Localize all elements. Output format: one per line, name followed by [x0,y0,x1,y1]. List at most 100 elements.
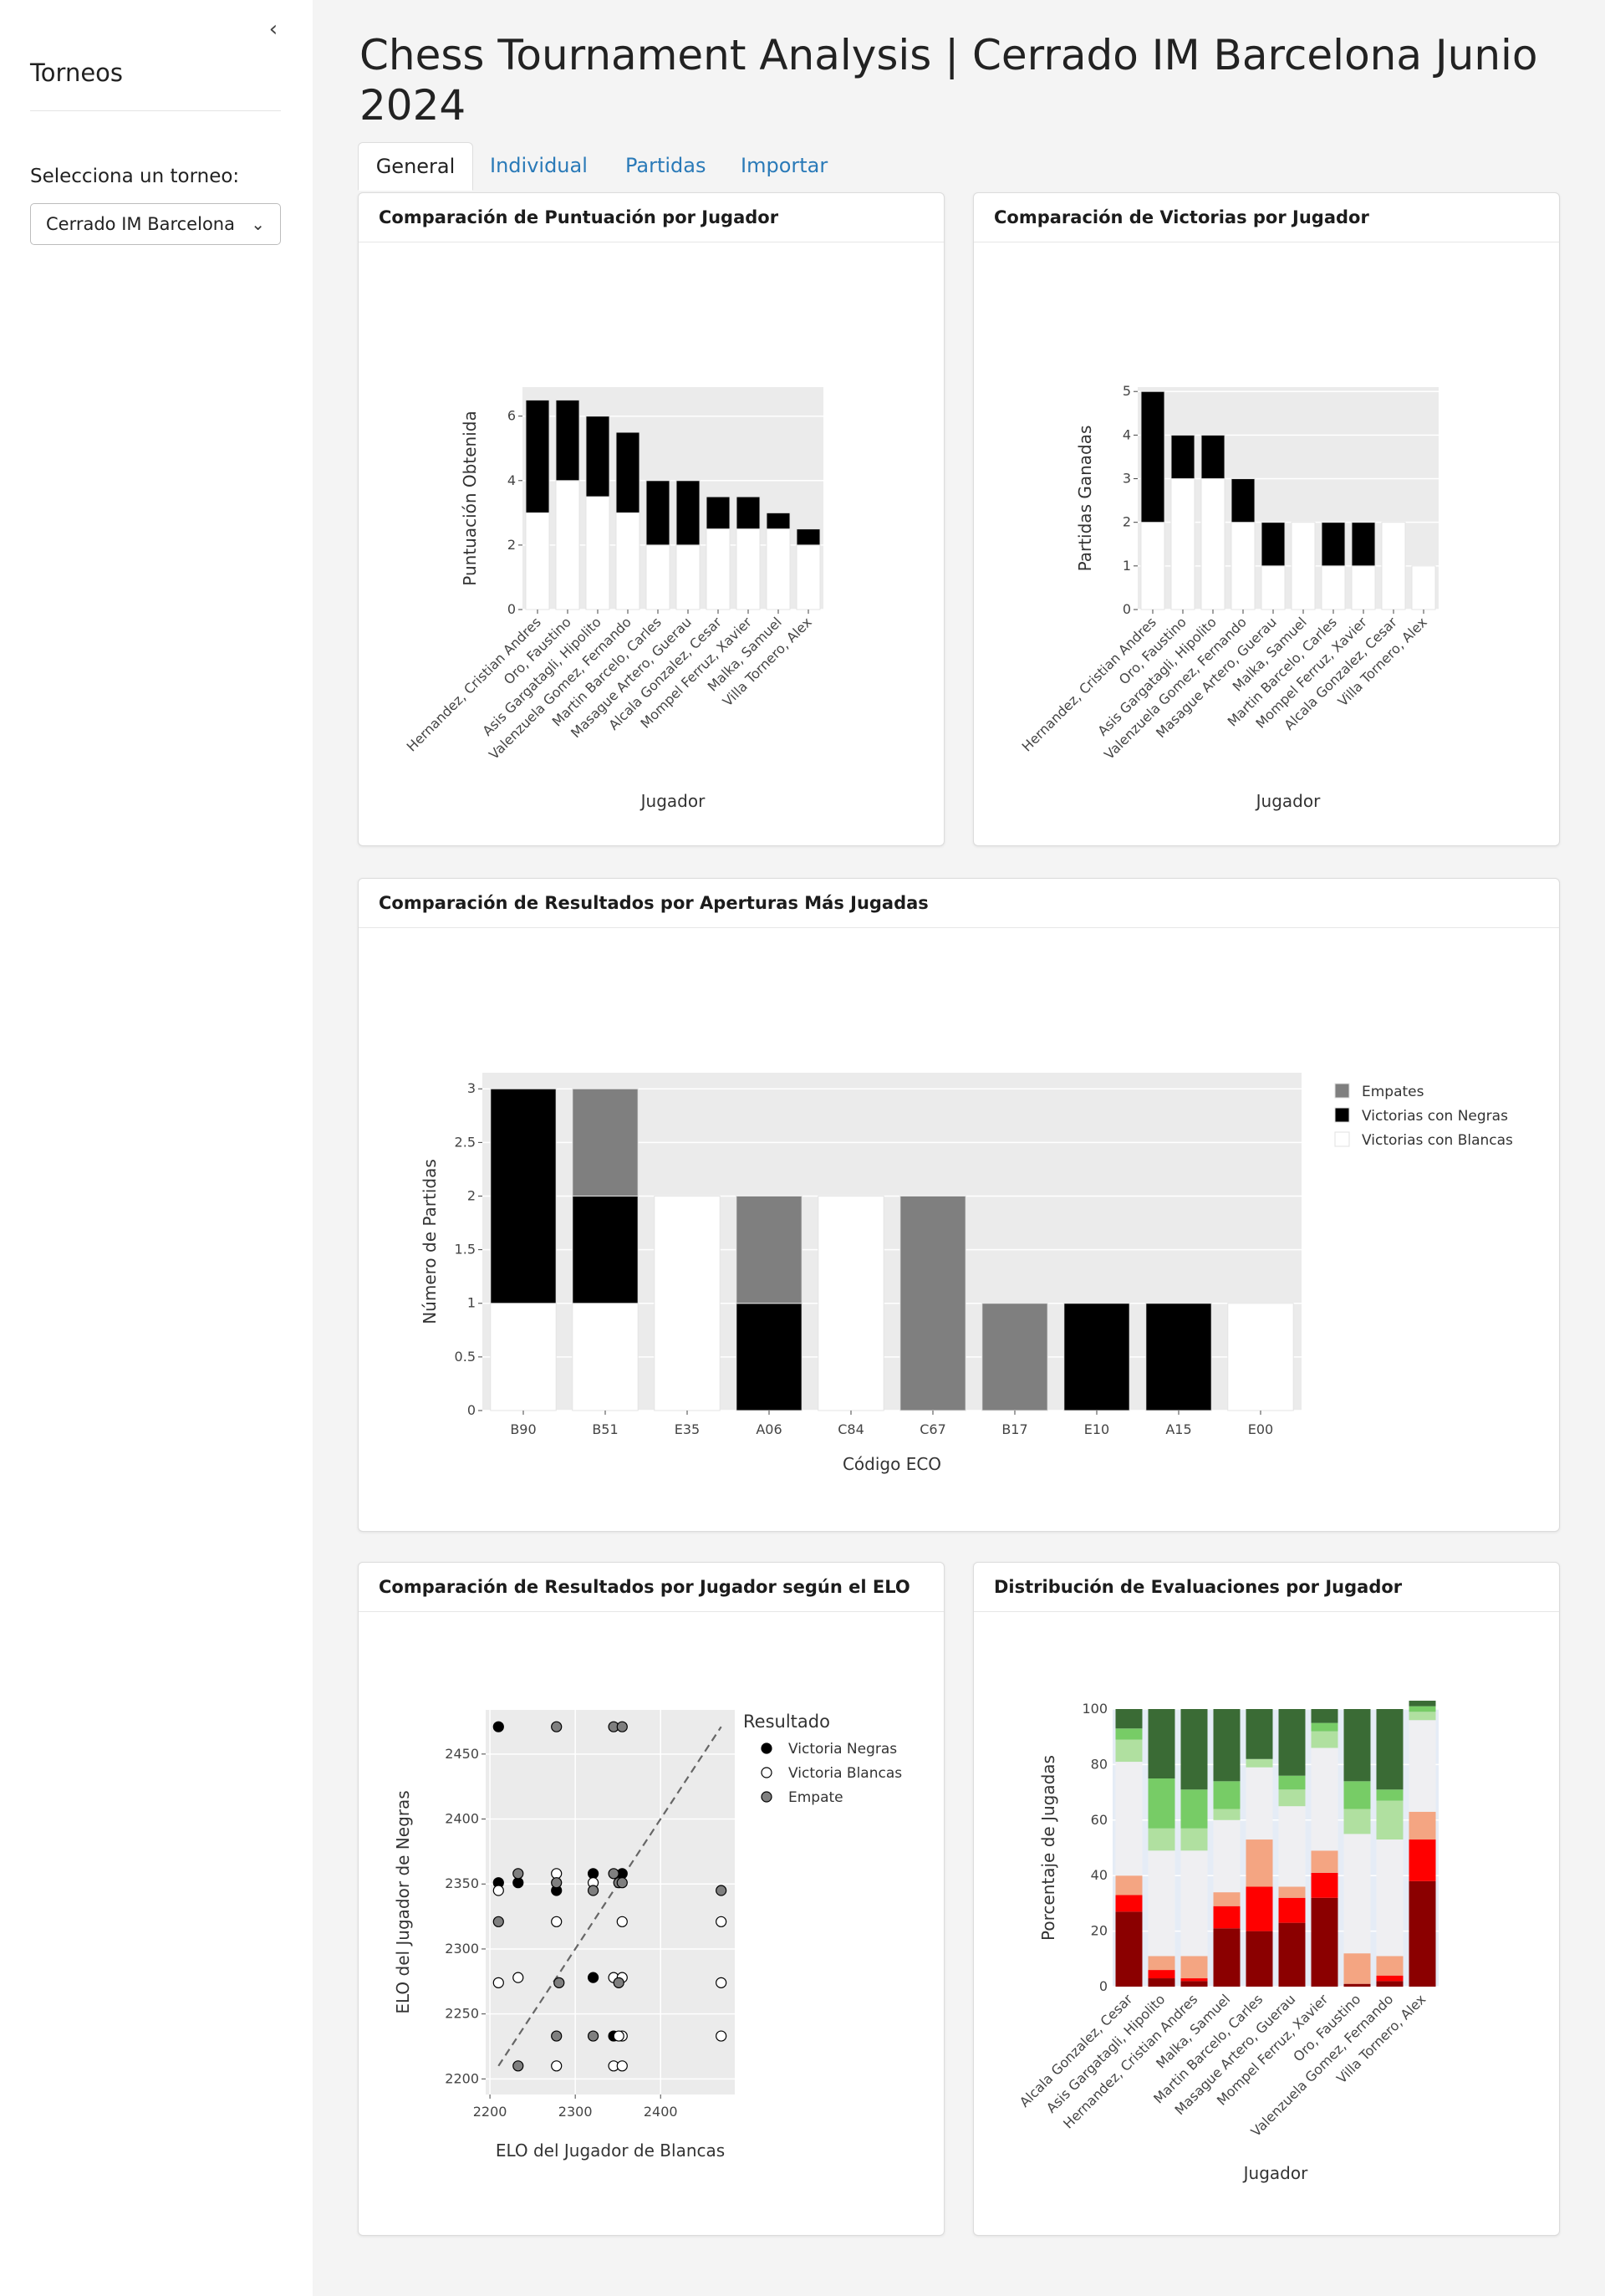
evals-chart-title: Distribución de Evaluaciones por Jugador [974,1563,1559,1612]
bar-segment-malka-samuel-series-1 [766,528,791,610]
legend-swatch-victorias-con-negras [1334,1107,1350,1123]
bar-segment-mompel-ferruz-xavier-series-6 [1311,1722,1338,1732]
y-axis-label: Puntuación Obtenida [460,411,480,585]
point-empate [551,1877,563,1889]
bar-segment-masague-artero-guerau-series-4 [1278,1806,1306,1887]
bar-segment-alcala-gonzalez-cesar-series-2 [1115,1895,1143,1912]
bar-segment-b90-victorias-con-negras [490,1088,557,1304]
bar-segment-masague-artero-guerau-series-5 [1278,1789,1306,1807]
chevron-down-icon: ⌄ [251,214,265,234]
point-victoria-blancas [551,2060,563,2072]
bar-segment-asis-gargatagli-hipolito-series-7 [1148,1709,1175,1778]
x-tick-label: C84 [838,1421,864,1437]
x-tick-label: A06 [756,1421,782,1437]
tournament-select-label: Selecciona un torneo: [30,166,240,187]
bar-segment-hernandez-cristian-andres-series-2 [525,399,550,513]
point-victoria-blancas [616,2060,628,2072]
openings-chart-title: Comparación de Resultados por Aperturas … [359,879,1559,928]
point-victoria-blancas [492,1885,504,1896]
y-tick-label: 2 [467,1187,476,1203]
tournament-select-value: Cerrado IM Barcelona [46,214,235,234]
legend-label-empate: Empate [788,1789,843,1806]
bar-segment-valenzuela-gomez-fernando-series-5 [1376,1800,1404,1840]
legend-label-victorias-con-blancas: Victorias con Blancas [1362,1132,1513,1149]
y-tick-label: 0 [507,601,516,617]
bar-segment-hernandez-cristian-andres-series-4 [1180,1850,1208,1957]
point-empate [716,1885,727,1896]
y-tick-label: 40 [1091,1867,1108,1883]
tab-importar[interactable]: Importar [741,154,828,177]
bar-segment-martin-barcelo-carles-series-7 [1246,1709,1273,1759]
y-tick-label: 2200 [445,2070,479,2086]
x-axis-label: Jugador [639,791,706,811]
bar-segment-malka-samuel-series-2 [1213,1906,1241,1929]
bar-segment-malka-samuel-series-3 [1213,1892,1241,1906]
evals-chart-card: Distribución de Evaluaciones por Jugador… [973,1562,1560,2236]
bar-segment-mompel-ferruz-xavier-series-3 [1311,1850,1338,1873]
bar-segment-martin-barcelo-carles-series-3 [1246,1839,1273,1887]
bar-segment-masague-artero-guerau-series-1 [1261,565,1286,610]
tab-general[interactable]: General [358,142,473,191]
bar-segment-oro-faustino-series-3 [1343,1953,1371,1984]
collapse-sidebar-button[interactable]: ‹ [261,15,286,43]
bar-segment-alcala-gonzalez-cesar-series-5 [1115,1739,1143,1763]
bar-segment-valenzuela-gomez-fernando-series-7 [1376,1709,1404,1790]
y-tick-label: 20 [1091,1923,1108,1939]
wins-chart-title: Comparación de Victorias por Jugador [974,193,1559,242]
x-tick-label: E10 [1084,1421,1109,1437]
elo-chart-card: Comparación de Resultados por Jugador se… [358,1562,945,2236]
bar-segment-oro-faustino-series-4 [1343,1834,1371,1954]
sidebar: ‹ Torneos Selecciona un torneo: Cerrado … [0,0,313,2296]
bar-segment-asis-gargatagli-hipolito-series-2 [1200,434,1225,480]
bar-segment-asis-gargatagli-hipolito-series-1 [585,496,610,610]
bar-segment-b90-victorias-con-blancas [490,1303,557,1411]
point-empate [616,1877,628,1889]
bar-segment-masague-artero-guerau-series-6 [1278,1775,1306,1790]
bar-segment-martin-barcelo-carles-series-1 [1321,565,1346,610]
tab-partidas[interactable]: Partidas [625,154,706,177]
y-axis-label: Porcentaje de Jugadas [1038,1755,1058,1941]
openings-chart: 0 0.5 1 1.5 2 2.5 3 B90 B51 E35 A06 C84 C67 B17 E10 A15… [420,1073,1513,1474]
bar-segment-oro-faustino-series-1 [1343,1983,1371,1987]
bar-segment-mompel-ferruz-xavier-series-2 [736,496,761,530]
bar-segment-b51-victorias-con-negras [572,1195,639,1304]
x-axis-label: Jugador [1242,2163,1308,2183]
y-tick-label: 2350 [445,1875,479,1891]
bar-segment-martin-barcelo-carles-series-2 [1246,1886,1273,1931]
elo-chart: 2200 2250 2300 2350 2400 2450 2200 2300 2400 ELO … [393,1710,902,2161]
x-tick-label: 2400 [644,2104,678,2120]
bar-segment-mompel-ferruz-xavier-series-2 [1311,1872,1338,1898]
point-victoria-blancas [616,1916,628,1927]
bar-segment-valenzuela-gomez-fernando-series-2 [615,431,640,513]
bar-segment-hernandez-cristian-andres-series-2 [1180,1978,1208,1982]
point-victoria-negras [512,1877,524,1889]
x-tick-label: 2300 [558,2104,593,2120]
reference-line [497,1726,722,2067]
x-tick-label: B90 [510,1421,536,1437]
y-tick-label: 3 [467,1080,476,1096]
bar-segment-mompel-ferruz-xavier-series-1 [1351,565,1376,610]
bar-segment-alcala-gonzalez-cesar-series-2 [706,496,731,530]
bar-segment-mompel-ferruz-xavier-series-7 [1311,1709,1338,1723]
bar-segment-malka-samuel-series-2 [766,512,791,530]
tournament-select[interactable]: Cerrado IM Barcelona ⌄ [30,203,281,245]
bar-segment-villa-tornero-alex-series-1 [1409,1880,1436,1987]
point-empate [492,1916,504,1927]
x-tick-label: Asis Gargatagli, Hipolito [1094,614,1219,738]
bar-segment-masague-artero-guerau-series-2 [1278,1897,1306,1923]
bar-segment-asis-gargatagli-hipolito-series-1 [1200,478,1225,610]
bar-segment-b17-empates [981,1303,1048,1411]
y-tick-label: 5 [1123,383,1131,399]
bar-segment-malka-samuel-series-5 [1213,1809,1241,1820]
bar-segment-alcala-gonzalez-cesar-series-7 [1115,1709,1143,1729]
point-empate [608,1868,619,1880]
point-empate [587,2030,599,2042]
tab-individual[interactable]: Individual [490,154,588,177]
point-victoria-blancas [716,1916,727,1927]
y-tick-label: 80 [1091,1756,1108,1772]
bar-segment-e00-victorias-con-blancas [1227,1303,1294,1411]
point-victoria-negras [587,1972,599,1983]
bar-segment-asis-gargatagli-hipolito-series-2 [1148,1970,1175,1979]
legend-label-empates: Empates [1362,1084,1424,1100]
point-victoria-blancas [613,2030,624,2042]
